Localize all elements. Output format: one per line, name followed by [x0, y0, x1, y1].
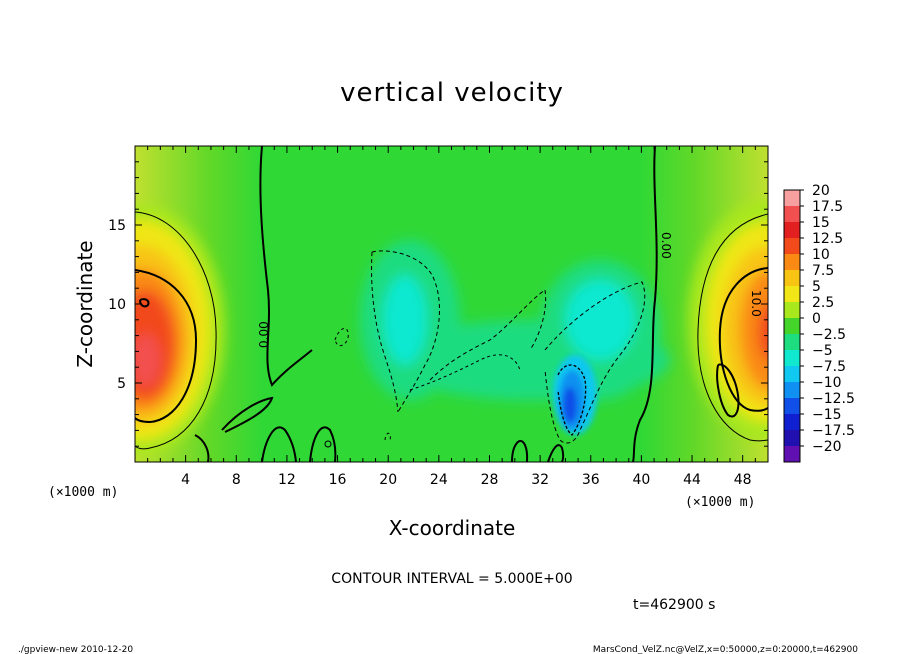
colorbar-label: 5 — [812, 279, 821, 295]
x-tick-label: 48 — [734, 472, 752, 488]
colorbar-label: −7.5 — [812, 359, 846, 375]
x-unit-left: (×1000 m) — [48, 485, 118, 500]
colorbar-swatch — [784, 206, 800, 223]
y-tick-label: 15 — [108, 218, 126, 234]
x-tick-label: 12 — [278, 472, 296, 488]
colorbar-label: −20 — [812, 439, 842, 455]
colorbar-swatch — [784, 334, 800, 351]
colorbar-label: 17.5 — [812, 199, 843, 215]
colorbar-label: −17.5 — [812, 423, 855, 439]
colorbar-label: −15 — [812, 407, 842, 423]
contour-interval: CONTOUR INTERVAL = 5.000E+00 — [331, 571, 572, 587]
contour-label-ten-right: 10.0 — [749, 290, 763, 317]
x-unit-right: (×1000 m) — [685, 495, 755, 510]
colorbar-label: 12.5 — [812, 231, 843, 247]
colorbar-swatch — [784, 382, 800, 399]
colorbar-swatch — [784, 190, 800, 207]
colorbar-label: −2.5 — [812, 327, 846, 343]
x-tick-label: 4 — [181, 472, 190, 488]
colorbar-label: 2.5 — [812, 295, 834, 311]
x-tick-label: 20 — [379, 472, 397, 488]
colorbar-label: −5 — [812, 343, 833, 359]
heatmap-field — [135, 146, 768, 462]
colorbar-label: 7.5 — [812, 263, 834, 279]
x-axis-label: X-coordinate — [389, 516, 516, 540]
colorbar-swatch — [784, 270, 800, 287]
colorbar-swatch — [784, 302, 800, 319]
y-tick-label: 5 — [117, 376, 126, 392]
footer-right: MarsCond_VelZ.nc@VelZ,x=0:50000,z=0:2000… — [593, 645, 858, 654]
colorbar: 2017.51512.5107.552.50−2.5−5−7.5−10−12.5… — [783, 183, 855, 463]
colorbar-swatch — [784, 446, 800, 463]
x-tick-label: 8 — [232, 472, 241, 488]
colorbar-swatch — [784, 222, 800, 239]
colorbar-label: −10 — [812, 375, 842, 391]
x-tick-label: 40 — [632, 472, 650, 488]
colorbar-label: 20 — [812, 183, 830, 199]
colorbar-swatch — [784, 430, 800, 447]
colorbar-swatch — [784, 286, 800, 303]
colorbar-swatch — [784, 366, 800, 383]
chart-title: vertical velocity — [340, 78, 564, 108]
colorbar-label: 15 — [812, 215, 830, 231]
x-tick-label: 24 — [430, 472, 448, 488]
x-tick-label: 44 — [683, 472, 701, 488]
colorbar-label: 0 — [812, 311, 821, 327]
contour-label-zero-left: 0.00 — [257, 321, 271, 348]
x-tick-label: 36 — [582, 472, 600, 488]
y-axis-ticks: 5 10 15 — [108, 161, 768, 447]
colorbar-label: −12.5 — [812, 391, 855, 407]
colorbar-swatch — [784, 350, 800, 367]
colorbar-label: 10 — [812, 247, 830, 263]
colorbar-swatch — [784, 398, 800, 415]
y-tick-label: 10 — [108, 297, 126, 313]
x-tick-label: 32 — [531, 472, 549, 488]
contour-label-zero-right: 0.00 — [659, 232, 673, 259]
x-tick-label: 28 — [481, 472, 499, 488]
colorbar-swatch — [784, 318, 800, 335]
x-axis-ticks: 4 8 12 16 20 24 28 32 36 40 44 48 — [147, 146, 756, 488]
y-axis-label: Z-coordinate — [73, 240, 97, 367]
colorbar-frame — [783, 189, 801, 463]
time-label: t=462900 s — [633, 597, 715, 613]
colorbar-swatch — [784, 254, 800, 271]
colorbar-swatch — [784, 414, 800, 431]
footer-left: ./gpview-new 2010-12-20 — [18, 645, 133, 654]
x-tick-label: 16 — [329, 472, 347, 488]
colorbar-swatch — [784, 238, 800, 255]
